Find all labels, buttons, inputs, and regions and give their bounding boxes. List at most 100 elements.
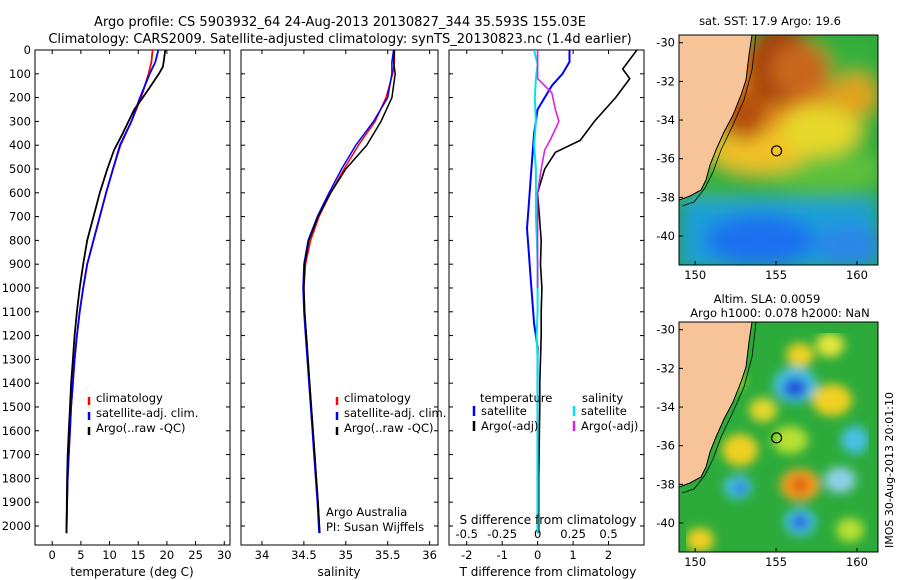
- map-x-tick-label: 155: [765, 268, 787, 282]
- y-tick-label: 100: [9, 67, 31, 81]
- sla-map-title-1: Altim. SLA: 0.0059: [714, 292, 821, 306]
- y-tick-label: 1500: [2, 400, 31, 414]
- map-y-tick-label: -34: [656, 400, 675, 414]
- y-tick-label: 700: [9, 210, 31, 224]
- difference-frame: [448, 49, 645, 546]
- imos-timestamp: IMOS 30-Aug-2013 20:01:10: [883, 392, 896, 548]
- y-tick-label: 1200: [2, 329, 31, 343]
- x-tick-label: 30: [217, 548, 232, 562]
- annotation-program: Argo Australia: [326, 505, 407, 519]
- legend-label-t-argo: Argo(-adj): [481, 419, 538, 433]
- map-y-tick-label: -32: [656, 361, 675, 375]
- x-tick-label: 35.5: [375, 548, 401, 562]
- x2-tick-label: -0.25: [487, 527, 517, 541]
- x-tick-label: 10: [102, 548, 117, 562]
- series-line-0: [526, 50, 571, 534]
- series-line-3: [536, 50, 560, 288]
- argo-position-marker: [770, 145, 783, 157]
- y-tick-label: 200: [9, 91, 31, 105]
- x-tick-label: 20: [160, 548, 175, 562]
- y-tick-label: 300: [9, 114, 31, 128]
- figure-title-line1: Argo profile: CS 5903932_64 24-Aug-2013 …: [94, 15, 586, 30]
- x-tick-label: 2: [605, 548, 612, 562]
- x-tick-label: 34.5: [291, 548, 317, 562]
- x-tick-label: 25: [188, 548, 203, 562]
- legend-label-argo: Argo(..raw -QC): [96, 421, 186, 435]
- x-tick-label: 35: [338, 548, 353, 562]
- sla-land: [679, 322, 753, 488]
- sla-map-frame: [678, 321, 879, 553]
- map-y-tick-label: -40: [656, 229, 675, 243]
- series-line-1: [302, 50, 395, 534]
- salinity-frame: [240, 49, 439, 546]
- sst-isobath: [681, 35, 757, 207]
- y-tick-label: 1900: [2, 495, 31, 509]
- map-y-tick-label: -38: [656, 190, 675, 204]
- series-line-2: [303, 50, 396, 534]
- map-y-tick-label: -34: [656, 113, 675, 127]
- sst-map: sat. SST: 17.9 Argo: 19.6 150 15: [656, 14, 879, 282]
- difference-legend: temperature salinity satellite Argo(-adj…: [472, 391, 638, 433]
- x2-tick-label: -0.5: [456, 527, 478, 541]
- legend-title-salinity: salinity: [582, 391, 623, 405]
- x-tick-label: -2: [461, 548, 472, 562]
- map-y-tick-label: -30: [656, 36, 675, 50]
- x2-tick-label: 0: [534, 527, 541, 541]
- legend-label-sat: satellite-adj. clim.: [344, 406, 446, 420]
- map-y-tick-label: -40: [656, 516, 675, 530]
- y-tick-label: 1100: [2, 305, 31, 319]
- temperature-frame: [34, 49, 231, 546]
- series-line-1: [65, 50, 160, 534]
- figure-title-line2: Climatology: CARS2009. Satellite-adjuste…: [48, 32, 631, 47]
- map-x-tick-label: 160: [846, 268, 868, 282]
- map-x-tick-label: 155: [765, 555, 787, 569]
- legend-label-argo: Argo(..raw -QC): [344, 421, 434, 435]
- salinity-panel: 34 34.5 35 35.5 36 salinity climatology sate…: [240, 49, 446, 579]
- legend-label-t-sat: satellite: [481, 404, 527, 418]
- series-line-2: [65, 50, 167, 534]
- x-tick-label: 15: [131, 548, 146, 562]
- map-y-tick-label: -36: [656, 152, 675, 166]
- map-x-tick-label: 160: [846, 555, 868, 569]
- y-tick-label: 1000: [2, 281, 31, 295]
- difference-xlabel-t: T difference from climatology: [459, 565, 637, 579]
- legend-label-sat: satellite-adj. clim.: [96, 406, 198, 420]
- x-tick-label: -1: [496, 548, 507, 562]
- y-tick-label: 1300: [2, 352, 31, 366]
- legend-label-clim: climatology: [96, 391, 163, 405]
- y-tick-label: 600: [9, 186, 31, 200]
- sst-land: [679, 35, 753, 201]
- y-tick-label: 400: [9, 138, 31, 152]
- x-tick-label: 34: [255, 548, 270, 562]
- x-tick-label: 0: [534, 548, 541, 562]
- y-tick-label: 2000: [2, 519, 31, 533]
- y-tick-label: 1800: [2, 471, 31, 485]
- sla-field: [686, 333, 869, 552]
- map-y-tick-label: -36: [656, 439, 675, 453]
- legend-title-temperature: temperature: [480, 391, 552, 405]
- temperature-xlabel: temperature (deg C): [70, 565, 193, 579]
- x-tick-label: 1: [569, 548, 576, 562]
- y-tick-label: 900: [9, 257, 31, 271]
- map-y-tick-label: -38: [656, 477, 675, 491]
- legend-label-s-argo: Argo(-adj): [581, 419, 638, 433]
- x2-tick-label: 0.5: [599, 527, 617, 541]
- map-x-tick-label: 150: [684, 555, 706, 569]
- sla-isobath: [681, 322, 757, 494]
- y-tick-label: 800: [9, 233, 31, 247]
- annotation-pi: PI: Susan Wijffels: [326, 520, 424, 534]
- sst-map-title: sat. SST: 17.9 Argo: 19.6: [699, 14, 841, 28]
- map-x-tick-label: 150: [684, 268, 706, 282]
- x-tick-label: 5: [77, 548, 84, 562]
- difference-panel: -2 -1 0 1 2 -0.5 -0.25 0 0.25 0.5 T difference fr…: [448, 49, 645, 579]
- y-tick-label: 0: [24, 43, 31, 57]
- y-tick-label: 1600: [2, 424, 31, 438]
- salinity-xlabel: salinity: [317, 565, 360, 579]
- series-line-1: [536, 50, 638, 534]
- x2-tick-label: 0.25: [560, 527, 586, 541]
- y-tick-label: 1700: [2, 448, 31, 462]
- sla-map-title-2: Argo h1000: 0.078 h2000: NaN: [690, 306, 869, 320]
- sst-map-frame: [678, 34, 879, 266]
- difference-xlabel-s: S difference from climatology: [460, 513, 637, 527]
